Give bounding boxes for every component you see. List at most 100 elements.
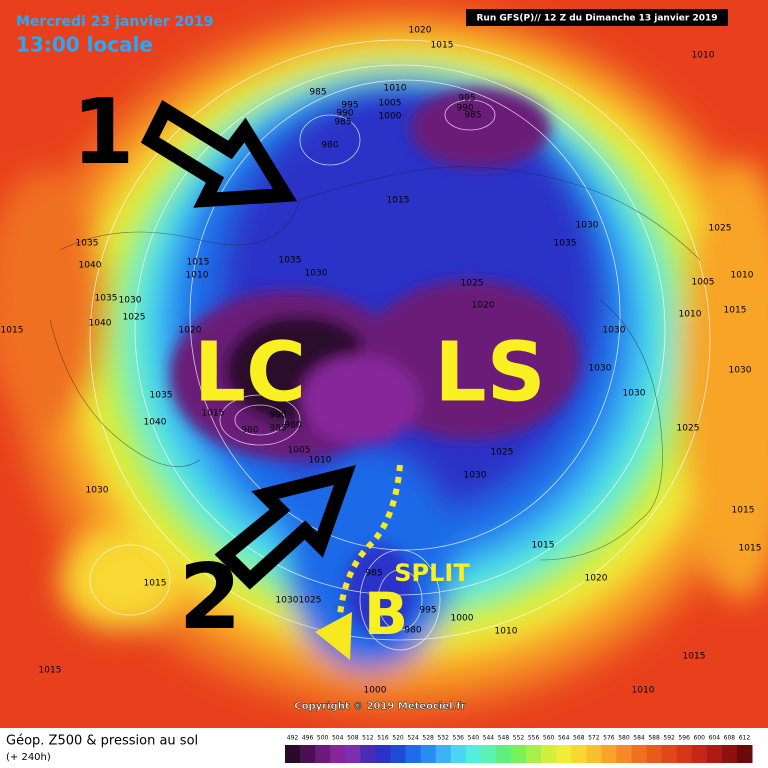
pressure-label: 1015 — [724, 306, 747, 316]
colorbar-cell — [661, 745, 678, 763]
colorbar-cell — [556, 745, 572, 763]
pressure-label: 1030 — [119, 296, 142, 306]
pressure-label: 1030 — [464, 471, 487, 481]
pressure-label: 1010 — [495, 627, 518, 637]
colorbar-cell — [315, 745, 331, 763]
pressure-label: 1015 — [39, 666, 62, 676]
pressure-label: 995 — [419, 606, 436, 616]
colorbar-tick-label: 512 — [362, 735, 374, 742]
pressure-label: 1000 — [364, 686, 387, 696]
run-info: Run GFS(P)// 12 Z du Dimanche 13 janvier… — [476, 14, 717, 24]
colorbar-tick-label: 596 — [678, 735, 690, 742]
pressure-label: 1020 — [472, 301, 495, 311]
colorbar-tick-label: 544 — [483, 735, 495, 742]
pressure-label: 1015 — [683, 652, 706, 662]
colorbar-tick-label: 508 — [347, 735, 359, 742]
pressure-label: 1020 — [585, 574, 608, 584]
colorbar-tick-label: 492 — [287, 735, 299, 742]
colorbar-cell — [390, 745, 407, 763]
pressure-label: 1035 — [76, 239, 99, 249]
pressure-label: 980 — [404, 626, 421, 636]
colorbar-tick-label: 560 — [543, 735, 555, 742]
legend-subtitle: (+ 240h) — [6, 752, 51, 763]
pressure-label: 1015 — [1, 326, 24, 336]
colorbar-tick-label: 612 — [739, 735, 751, 742]
pressure-label: 985 — [269, 424, 286, 434]
pressure-label: 1040 — [144, 418, 167, 428]
colorbar-tick-label: 496 — [302, 735, 314, 742]
pressure-label: 1010 — [309, 456, 332, 466]
pressure-label: 990 — [336, 109, 353, 119]
colorbar-tick-label: 572 — [588, 735, 600, 742]
pressure-label: 1010 — [632, 686, 655, 696]
colorbar-cell — [345, 745, 361, 763]
pressure-label: 1025 — [491, 448, 514, 458]
colorbar-cell — [541, 745, 557, 763]
pressure-label: 1035 — [150, 391, 173, 401]
pressure-label: 990 — [456, 104, 473, 114]
colorbar-tick-label: 592 — [663, 735, 675, 742]
arrows — [140, 100, 356, 590]
colorbar-tick-label: 564 — [558, 735, 570, 742]
colorbar-tick-label: 600 — [694, 735, 706, 742]
colorbar-cell — [571, 745, 587, 763]
colorbar-tick-label: 516 — [377, 735, 389, 742]
colorbar-cell — [330, 745, 346, 763]
colorbar-tick-label: 532 — [437, 735, 449, 742]
colorbar-cell — [420, 745, 437, 763]
annotation-1: 1 — [72, 80, 135, 185]
colorbar-cell — [526, 745, 542, 763]
pressure-label: 1030 — [86, 486, 109, 496]
colorbar-cell — [616, 745, 632, 763]
pressure-label: 1015 — [532, 541, 555, 551]
colorbar-cell — [450, 745, 467, 763]
colorbar-cell — [435, 745, 452, 763]
colorbar-tick-label: 576 — [603, 735, 615, 742]
colorbar-tick-label: 584 — [633, 735, 645, 742]
pressure-label: 985 — [365, 569, 382, 579]
pressure-label: 1010 — [679, 310, 702, 320]
label-b: B — [364, 580, 408, 648]
colorbar-cell — [495, 745, 512, 763]
colorbar-tick-label: 604 — [709, 735, 721, 742]
pressure-label: 1035 — [554, 239, 577, 249]
label-split: SPLIT — [394, 559, 470, 587]
pressure-label: 1030 — [576, 221, 599, 231]
pressure-label: 980 — [241, 426, 258, 436]
colorbar-cell — [360, 745, 376, 763]
colorbar-cell — [736, 745, 753, 763]
pressure-label: 985 — [334, 118, 351, 128]
pressure-label: 1015 — [732, 506, 755, 516]
coastlines — [49, 166, 701, 561]
pressure-label: 985 — [464, 111, 481, 121]
pressure-label: 1030 — [623, 389, 646, 399]
pressure-label: 995 — [341, 101, 358, 111]
pressure-label: 1030 — [729, 366, 752, 376]
pressure-label: 985 — [309, 88, 326, 98]
pressure-label: 1010 — [731, 271, 754, 281]
label-ls: LS — [434, 325, 545, 420]
colorbar-tick-label: 500 — [317, 735, 329, 742]
pressure-label: 1005 — [288, 446, 311, 456]
colorbar-cell — [721, 745, 738, 763]
run-box — [466, 9, 728, 26]
colorbar-tick-label: 568 — [573, 735, 585, 742]
pressure-label: 1035 — [95, 294, 118, 304]
pressure-label: 1025 — [461, 279, 484, 289]
pressure-label: 1010 — [186, 271, 209, 281]
pressure-label: 1025 — [709, 224, 732, 234]
legend-title: Géop. Z500 & pression au sol — [6, 734, 198, 749]
pressure-label: 1000 — [451, 614, 474, 624]
colorbar-cell — [706, 745, 723, 763]
pressure-label: 1030 — [276, 596, 299, 606]
pressure-label: 1025 — [299, 596, 322, 606]
colorbar-cell — [631, 745, 648, 763]
pressure-label: 1030 — [305, 269, 328, 279]
colorbar-cell — [375, 745, 391, 763]
forecast-date: Mercredi 23 janvier 2019 — [16, 14, 213, 30]
pressure-label: 1000 — [379, 112, 402, 122]
isobars — [89, 39, 711, 651]
colorbar-tick-label: 580 — [618, 735, 630, 742]
